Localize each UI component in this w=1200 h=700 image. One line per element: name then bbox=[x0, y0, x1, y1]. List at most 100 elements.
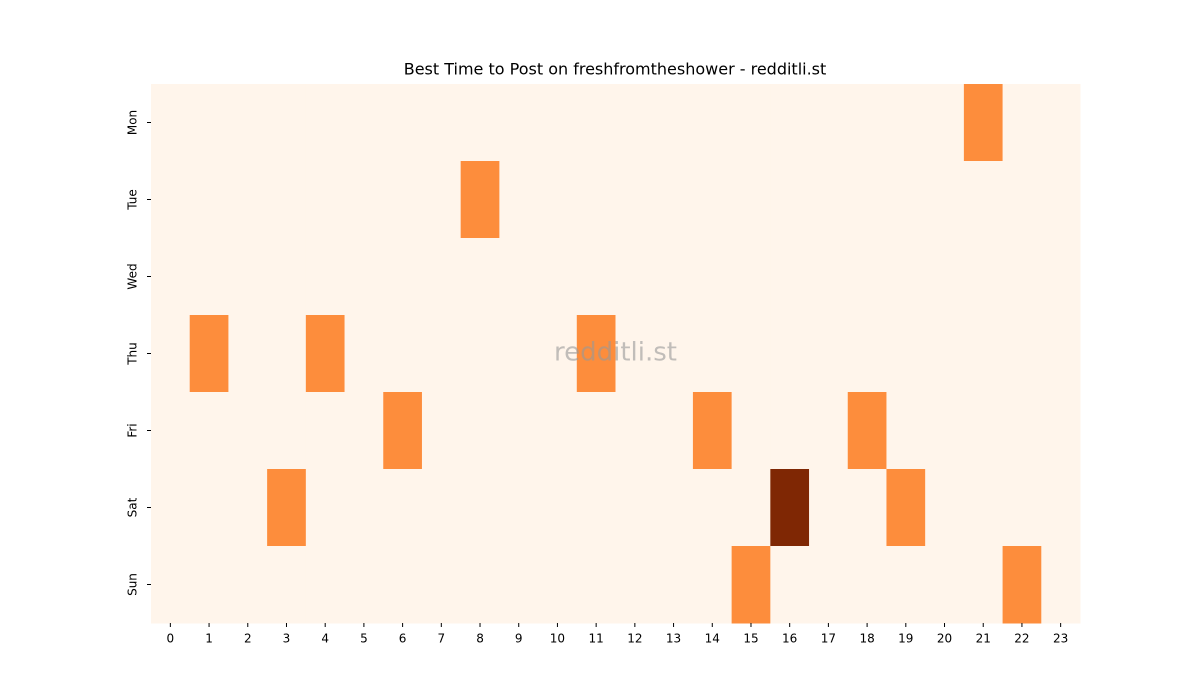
cell bbox=[731, 546, 771, 624]
x-tick-label: 4 bbox=[321, 632, 329, 646]
cell bbox=[538, 238, 578, 316]
cell bbox=[770, 469, 810, 547]
cell bbox=[460, 392, 500, 470]
cell bbox=[344, 161, 384, 239]
cell bbox=[383, 161, 423, 239]
cell bbox=[305, 238, 346, 316]
x-tick-label: 15 bbox=[743, 632, 758, 646]
cell bbox=[267, 469, 307, 547]
x-tick-label: 18 bbox=[859, 632, 874, 646]
cell bbox=[809, 84, 849, 162]
cell bbox=[770, 238, 810, 316]
cell bbox=[731, 84, 771, 162]
cell bbox=[1002, 469, 1042, 547]
x-tick-label: 7 bbox=[437, 632, 445, 646]
cell bbox=[421, 392, 462, 470]
cell bbox=[692, 392, 733, 470]
cell bbox=[692, 84, 733, 162]
cell bbox=[770, 546, 810, 624]
cell bbox=[305, 546, 346, 624]
y-tick-label: Fri bbox=[126, 423, 140, 437]
cell bbox=[305, 392, 346, 470]
cell bbox=[692, 161, 733, 239]
cell bbox=[847, 238, 887, 316]
cell bbox=[847, 84, 887, 162]
cell bbox=[809, 315, 849, 393]
x-tick-label: 3 bbox=[283, 632, 291, 646]
x-tick-label: 5 bbox=[360, 632, 368, 646]
cell bbox=[151, 84, 191, 162]
cell bbox=[499, 84, 539, 162]
cell bbox=[151, 238, 191, 316]
cell bbox=[228, 161, 268, 239]
x-tick-label: 12 bbox=[627, 632, 642, 646]
cell bbox=[1041, 469, 1081, 547]
cell bbox=[538, 469, 578, 547]
cell bbox=[576, 84, 616, 162]
cell bbox=[1002, 161, 1042, 239]
cell bbox=[1002, 84, 1042, 162]
cell bbox=[344, 315, 384, 393]
cell bbox=[770, 315, 810, 393]
x-tick-label: 0 bbox=[167, 632, 175, 646]
cell bbox=[731, 315, 771, 393]
cell bbox=[305, 315, 346, 393]
y-tick-label: Wed bbox=[126, 263, 140, 289]
cell bbox=[267, 238, 307, 316]
cell bbox=[576, 469, 616, 547]
cell bbox=[886, 546, 926, 624]
cell bbox=[499, 315, 539, 393]
cell bbox=[886, 84, 926, 162]
cell bbox=[925, 315, 965, 393]
cell bbox=[460, 161, 500, 239]
x-tick-label: 13 bbox=[666, 632, 681, 646]
cell bbox=[576, 238, 616, 316]
cell bbox=[654, 238, 694, 316]
watermark: redditli.st bbox=[554, 338, 677, 368]
cell bbox=[151, 161, 191, 239]
cell bbox=[499, 546, 539, 624]
cell bbox=[576, 161, 616, 239]
cell bbox=[770, 84, 810, 162]
cell bbox=[731, 238, 771, 316]
cell bbox=[460, 469, 500, 547]
cell bbox=[1041, 546, 1081, 624]
cell bbox=[1041, 392, 1081, 470]
cell bbox=[654, 546, 694, 624]
x-tick-label: 22 bbox=[1014, 632, 1029, 646]
x-tick-label: 14 bbox=[705, 632, 720, 646]
cell bbox=[1002, 392, 1042, 470]
y-tick-label: Sat bbox=[126, 497, 140, 517]
cell bbox=[499, 392, 539, 470]
cell bbox=[228, 238, 268, 316]
cell bbox=[925, 392, 965, 470]
cell bbox=[460, 315, 500, 393]
cell bbox=[305, 469, 346, 547]
cell bbox=[963, 469, 1004, 547]
cell bbox=[886, 469, 926, 547]
cell bbox=[615, 392, 655, 470]
cell bbox=[615, 238, 655, 316]
cell bbox=[189, 161, 229, 239]
x-tick-label: 9 bbox=[515, 632, 523, 646]
cell bbox=[925, 469, 965, 547]
cell bbox=[383, 238, 423, 316]
cell bbox=[731, 392, 771, 470]
cell bbox=[344, 546, 384, 624]
x-tick-label: 1 bbox=[205, 632, 213, 646]
cell bbox=[963, 546, 1004, 624]
cell bbox=[383, 392, 423, 470]
cell bbox=[576, 392, 616, 470]
cell bbox=[1041, 84, 1081, 162]
cell bbox=[267, 84, 307, 162]
cell bbox=[925, 238, 965, 316]
cell bbox=[963, 392, 1004, 470]
cell bbox=[654, 469, 694, 547]
cell bbox=[305, 84, 346, 162]
cell bbox=[460, 84, 500, 162]
cell bbox=[809, 238, 849, 316]
cell bbox=[538, 546, 578, 624]
cell bbox=[538, 84, 578, 162]
cell bbox=[1041, 161, 1081, 239]
cell bbox=[615, 546, 655, 624]
